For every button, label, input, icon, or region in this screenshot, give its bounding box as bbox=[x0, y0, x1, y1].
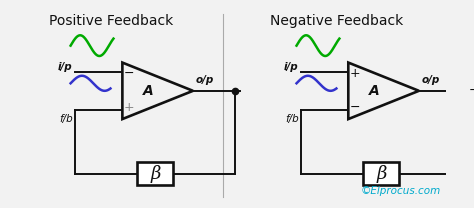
Text: A: A bbox=[369, 84, 380, 98]
Text: +: + bbox=[350, 67, 360, 80]
Text: i/p: i/p bbox=[58, 62, 73, 72]
Text: i/p: i/p bbox=[284, 62, 299, 72]
Text: ©Elprocus.com: ©Elprocus.com bbox=[360, 186, 440, 196]
Text: f/b: f/b bbox=[286, 114, 300, 124]
Text: β: β bbox=[376, 165, 386, 183]
Text: Positive Feedback: Positive Feedback bbox=[49, 14, 173, 28]
Text: Negative Feedback: Negative Feedback bbox=[270, 14, 404, 28]
Text: −: − bbox=[469, 84, 474, 97]
Text: +: + bbox=[124, 101, 134, 114]
Text: o/p: o/p bbox=[196, 75, 214, 85]
FancyBboxPatch shape bbox=[364, 162, 399, 185]
Text: A: A bbox=[143, 84, 154, 98]
Text: f/b: f/b bbox=[60, 114, 73, 124]
Text: −: − bbox=[350, 101, 360, 114]
Text: o/p: o/p bbox=[422, 75, 440, 85]
Text: −: − bbox=[124, 67, 134, 80]
FancyBboxPatch shape bbox=[137, 162, 173, 185]
Text: β: β bbox=[150, 165, 161, 183]
